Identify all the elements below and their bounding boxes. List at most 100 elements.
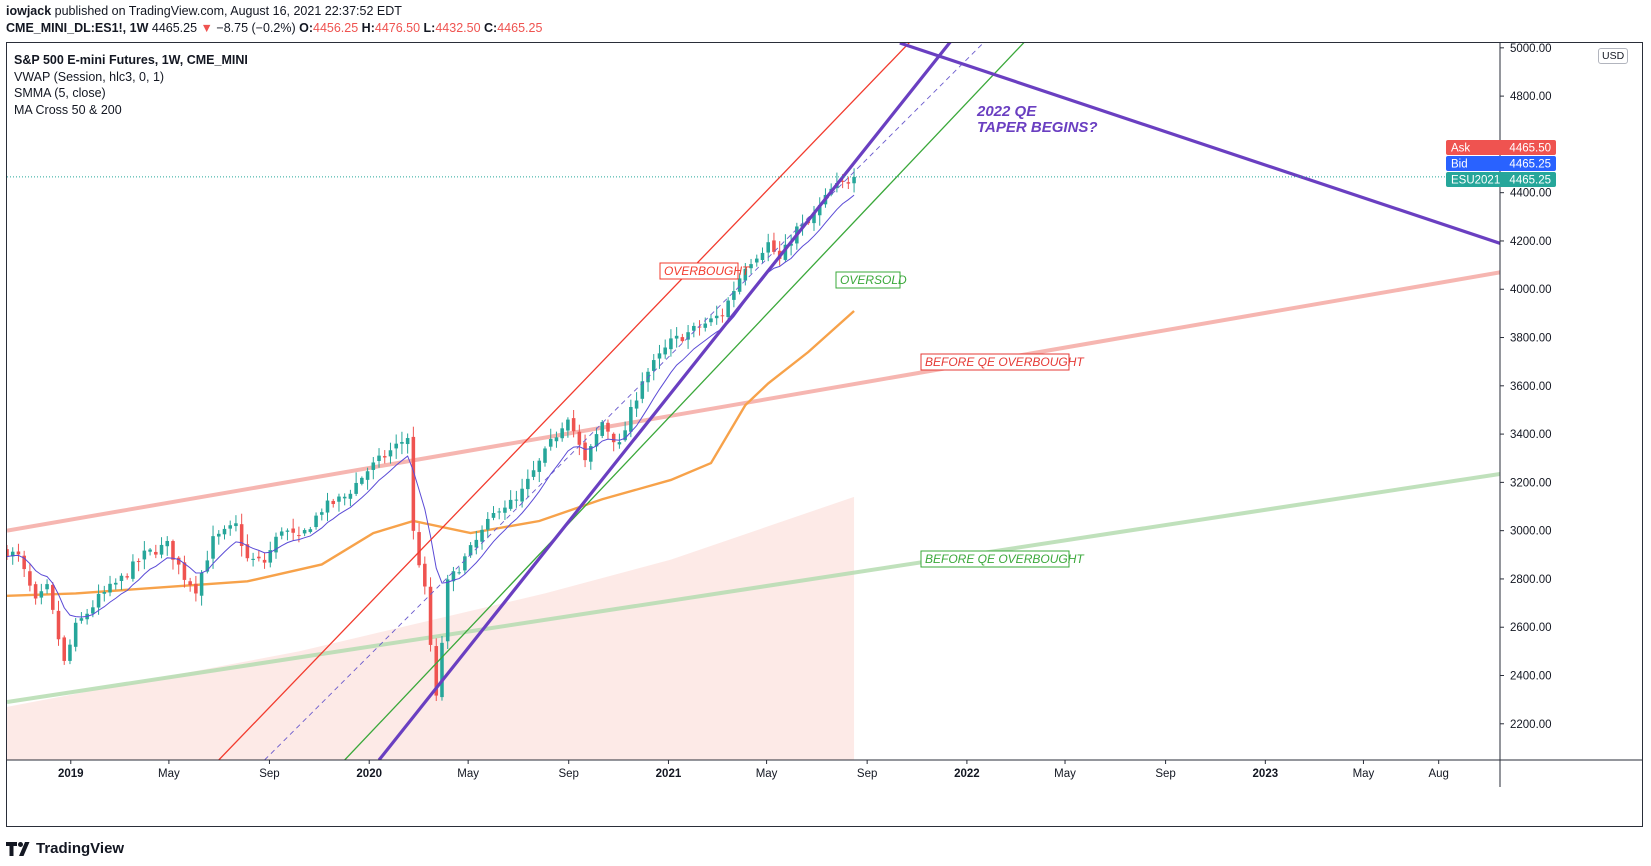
- candle-body[interactable]: [789, 243, 793, 246]
- candle-body[interactable]: [485, 518, 490, 530]
- candle-body[interactable]: [571, 418, 576, 432]
- candle-body[interactable]: [583, 442, 587, 461]
- candle-body[interactable]: [297, 535, 301, 537]
- candle-body[interactable]: [377, 455, 381, 462]
- candle-body[interactable]: [125, 576, 129, 578]
- before-qe-green-line[interactable]: [7, 471, 1500, 705]
- candle-body[interactable]: [577, 431, 582, 445]
- candle-body[interactable]: [314, 515, 318, 528]
- candle-body[interactable]: [405, 438, 410, 445]
- candle-body[interactable]: [623, 430, 627, 441]
- candle-body[interactable]: [772, 240, 776, 252]
- candle-body[interactable]: [302, 530, 307, 534]
- candle-body[interactable]: [279, 531, 284, 536]
- candle-body[interactable]: [600, 422, 605, 436]
- candle-body[interactable]: [720, 315, 725, 317]
- candle-body[interactable]: [737, 278, 742, 292]
- candle-body[interactable]: [16, 551, 21, 555]
- candle-body[interactable]: [320, 512, 324, 515]
- candle-body[interactable]: [102, 591, 107, 594]
- candle-body[interactable]: [657, 353, 662, 359]
- symbol-label[interactable]: CME_MINI_DL:ES1!, 1W: [6, 21, 149, 35]
- candle-body[interactable]: [548, 438, 553, 447]
- candle-body[interactable]: [451, 571, 456, 582]
- candle-body[interactable]: [10, 551, 15, 557]
- candle-body[interactable]: [686, 332, 690, 340]
- candle-body[interactable]: [749, 264, 753, 269]
- candle-body[interactable]: [503, 507, 507, 513]
- candle-body[interactable]: [463, 556, 467, 571]
- candle-body[interactable]: [543, 448, 547, 463]
- candle-body[interactable]: [382, 456, 387, 458]
- candle-body[interactable]: [606, 422, 610, 432]
- candle-body[interactable]: [245, 544, 250, 559]
- candle-body[interactable]: [188, 581, 192, 586]
- legend-study-ma-cross[interactable]: MA Cross 50 & 200: [14, 102, 122, 117]
- label-taper-line2[interactable]: TAPER BEGINS?: [977, 119, 1098, 136]
- candle-body[interactable]: [520, 488, 524, 502]
- candle-body[interactable]: [96, 593, 101, 608]
- candle-body[interactable]: [119, 575, 124, 582]
- candle-body[interactable]: [674, 335, 679, 339]
- candle-body[interactable]: [274, 536, 278, 553]
- candle-body[interactable]: [5, 549, 9, 557]
- before-qe-pink-line[interactable]: [7, 270, 1500, 533]
- candle-body[interactable]: [45, 584, 49, 590]
- candle-body[interactable]: [480, 529, 484, 542]
- candle-body[interactable]: [62, 637, 67, 661]
- candle-body[interactable]: [445, 579, 450, 642]
- candle-body[interactable]: [199, 572, 204, 596]
- candle-body[interactable]: [194, 583, 198, 594]
- candle-body[interactable]: [68, 644, 72, 661]
- candle-body[interactable]: [846, 182, 851, 184]
- midline-dashed-line[interactable]: [264, 41, 986, 760]
- legend-study-smma[interactable]: SMMA (5, close): [14, 86, 106, 100]
- candle-body[interactable]: [342, 496, 347, 499]
- candle-body[interactable]: [136, 561, 141, 563]
- candle-body[interactable]: [131, 561, 135, 579]
- candle-body[interactable]: [531, 470, 536, 477]
- candle-body[interactable]: [554, 437, 559, 442]
- candle-body[interactable]: [732, 291, 736, 300]
- candle-body[interactable]: [371, 462, 376, 470]
- label-before-qe-upper[interactable]: BEFORE QE OVERBOUGHT: [920, 353, 1085, 371]
- last-price-tag[interactable]: ESU2021 4465.25: [1446, 172, 1556, 187]
- candle-body[interactable]: [526, 478, 530, 490]
- candle-body[interactable]: [629, 407, 633, 432]
- candle-body[interactable]: [28, 571, 32, 586]
- oversold-channel-line[interactable]: [344, 41, 1026, 760]
- candle-body[interactable]: [154, 551, 158, 555]
- candle-body[interactable]: [388, 450, 393, 457]
- candle-body[interactable]: [171, 541, 175, 560]
- candle-body[interactable]: [497, 511, 501, 513]
- candle-body[interactable]: [337, 496, 341, 502]
- currency-button[interactable]: USD: [1598, 48, 1629, 64]
- ask-price-tag[interactable]: Ask 4465.50: [1446, 140, 1556, 155]
- candle-body[interactable]: [651, 360, 656, 371]
- candle-body[interactable]: [268, 550, 273, 563]
- candle-body[interactable]: [73, 622, 78, 647]
- plot-area[interactable]: [5, 41, 1500, 760]
- purple-downtrend-line[interactable]: [899, 43, 1500, 245]
- candle-body[interactable]: [709, 318, 713, 323]
- candle-body[interactable]: [56, 610, 61, 640]
- candle-body[interactable]: [611, 433, 616, 443]
- candle-body[interactable]: [205, 560, 210, 572]
- candle-body[interactable]: [714, 315, 719, 319]
- candle-body[interactable]: [91, 607, 95, 614]
- candle-body[interactable]: [440, 642, 444, 698]
- candle-body[interactable]: [537, 460, 542, 472]
- candle-body[interactable]: [22, 555, 26, 570]
- candle-body[interactable]: [79, 618, 84, 621]
- candle-body[interactable]: [743, 268, 748, 281]
- legend-title[interactable]: S&P 500 E-mini Futures, 1W, CME_MINI: [14, 53, 248, 67]
- candle-body[interactable]: [423, 563, 427, 587]
- candle-body[interactable]: [262, 559, 267, 563]
- candle-body[interactable]: [812, 213, 816, 224]
- candle-body[interactable]: [257, 556, 261, 559]
- candle-body[interactable]: [216, 533, 221, 537]
- candle-body[interactable]: [457, 572, 461, 574]
- candle-body[interactable]: [589, 446, 593, 462]
- candle-body[interactable]: [325, 500, 330, 513]
